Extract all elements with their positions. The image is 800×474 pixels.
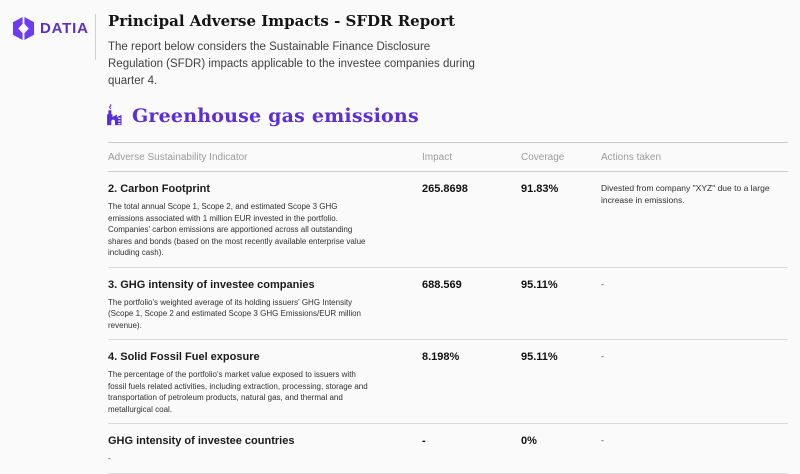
brand-logo[interactable]: DATIA [12,16,89,41]
actions-taken: - [601,351,783,423]
column-header-indicator: Adverse Sustainability Indicator [108,152,422,163]
indicator-title: 4. Solid Fossil Fuel exposure [108,351,422,363]
indicator-title: 3. GHG intensity of investee companies [108,279,422,291]
indicator-description: The portfolio's weighted average of its … [108,297,370,340]
section-title: Greenhouse gas emissions [132,105,419,127]
table-row: 3. GHG intensity of investee companies T… [108,268,788,341]
actions-taken: Divested from company "XYZ" due to a lar… [601,183,783,267]
indicator-description: The percentage of the portfolio's market… [108,369,370,423]
pai-table: Adverse Sustainability Indicator Impact … [108,142,788,474]
coverage-value: 95.11% [521,351,601,423]
page-description: The report below considers the Sustainab… [108,39,488,90]
impact-value: 265.8698 [422,183,521,267]
datia-logo-icon [12,16,35,41]
indicator-cell: 3. GHG intensity of investee companies T… [108,279,422,340]
page-title: Principal Adverse Impacts - SFDR Report [108,12,488,30]
column-header-impact: Impact [422,152,521,163]
impact-value: - [422,435,521,473]
indicator-cell: GHG intensity of investee countries - [108,435,422,473]
section-greenhouse-gas: Greenhouse gas emissions [104,104,419,127]
table-row: GHG intensity of investee countries - - … [108,424,788,474]
indicator-cell: 4. Solid Fossil Fuel exposure The percen… [108,351,422,423]
table-row: 2. Carbon Footprint The total annual Sco… [108,172,788,268]
actions-taken: - [601,279,783,340]
indicator-cell: 2. Carbon Footprint The total annual Sco… [108,183,422,267]
brand-name: DATIA [40,20,89,37]
actions-taken: - [601,435,783,473]
indicator-title: GHG intensity of investee countries [108,435,422,447]
header-divider [95,14,96,60]
indicator-description: The total annual Scope 1, Scope 2, and e… [108,201,370,267]
indicator-description: - [108,453,370,473]
impact-value: 688.569 [422,279,521,340]
column-header-coverage: Coverage [521,152,601,163]
factory-icon [104,104,125,127]
impact-value: 8.198% [422,351,521,423]
table-row: 4. Solid Fossil Fuel exposure The percen… [108,340,788,424]
table-body: 2. Carbon Footprint The total annual Sco… [108,172,788,474]
report-header: Principal Adverse Impacts - SFDR Report … [108,12,488,90]
coverage-value: 91.83% [521,183,601,267]
table-header-row: Adverse Sustainability Indicator Impact … [108,142,788,172]
coverage-value: 95.11% [521,279,601,340]
indicator-title: 2. Carbon Footprint [108,183,422,195]
coverage-value: 0% [521,435,601,473]
column-header-actions: Actions taken [601,152,788,163]
